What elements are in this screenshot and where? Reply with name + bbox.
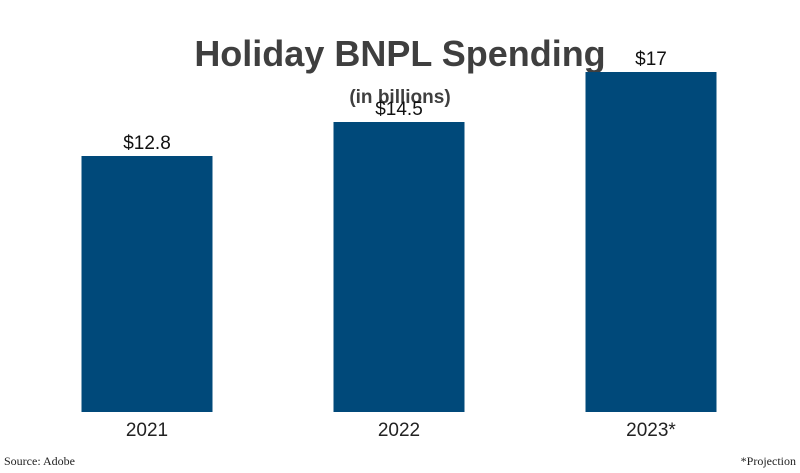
- value-label: $12.8: [123, 133, 171, 154]
- category-label: 2022: [378, 420, 420, 441]
- bar-2021: [81, 156, 213, 412]
- category-label: 2023*: [626, 420, 676, 441]
- value-label: $14.5: [375, 99, 423, 120]
- source-note: Source: Adobe: [4, 454, 75, 468]
- bar-2022: [333, 122, 465, 412]
- projection-note: *Projection: [741, 454, 796, 468]
- chart-subtitle: (in billions): [349, 87, 450, 108]
- chart-title: Holiday BNPL Spending: [194, 33, 605, 74]
- bars-group: $12.8 2021 $14.5 2022 $17 2023*: [81, 49, 717, 441]
- bar-2023: [585, 72, 717, 412]
- value-label: $17: [635, 49, 667, 70]
- category-label: 2021: [126, 420, 168, 441]
